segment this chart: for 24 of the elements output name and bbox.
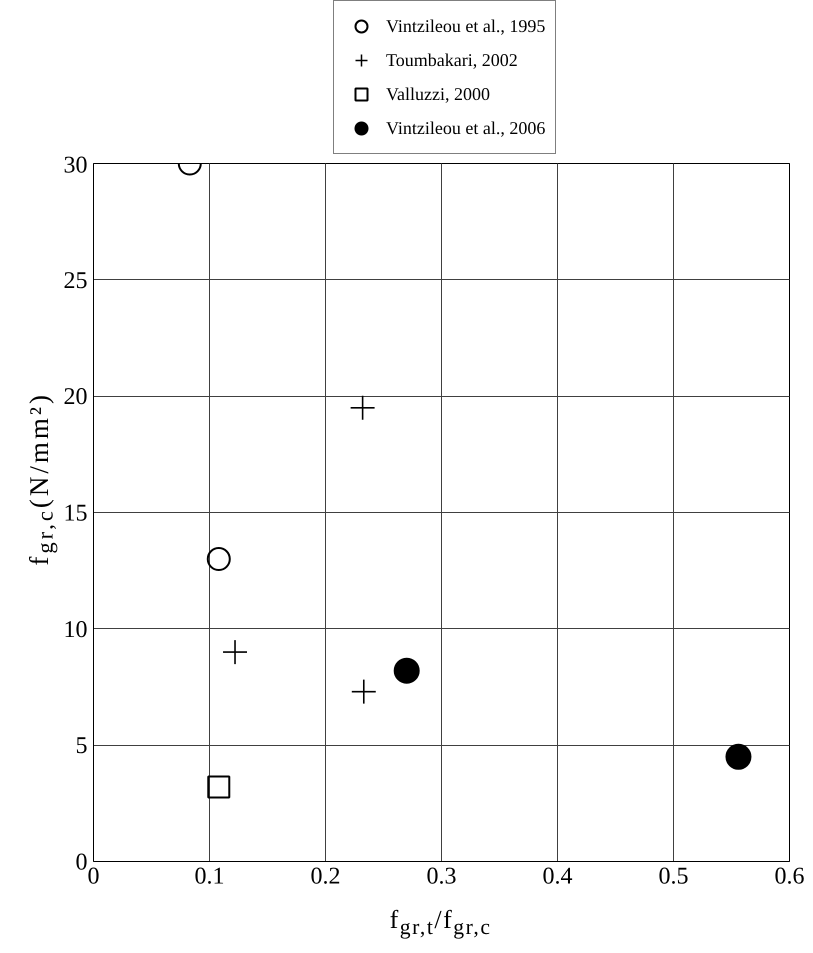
- point: [206, 547, 231, 572]
- x-axis-title: f$_{gr,t}$/f$_{gr,c}$: [388, 904, 492, 942]
- x-tick-label: 0.1: [194, 864, 224, 890]
- y-tick-label: 10: [64, 616, 88, 643]
- legend-label: Vintzileou et al., 1995: [386, 16, 546, 36]
- point: [725, 744, 752, 770]
- y-tick-label: 30: [64, 152, 88, 178]
- point: [223, 640, 248, 664]
- x-tick-label: 0.6: [774, 864, 804, 890]
- legend-label: Toumbakari, 2002: [386, 50, 518, 70]
- y-tick-label: 15: [64, 500, 88, 526]
- x-tick-label: 0.2: [310, 864, 340, 890]
- legend-label: Valluzzi, 2000: [386, 84, 490, 104]
- point: [394, 658, 420, 684]
- y-tick-label: 5: [76, 733, 88, 760]
- x-tick-label: 0.4: [542, 864, 572, 890]
- point: [350, 396, 375, 420]
- x-tick-label: 0.3: [426, 864, 456, 890]
- y-tick-label: 25: [64, 268, 88, 294]
- point: [207, 776, 230, 799]
- y-tick-label: 20: [64, 384, 88, 410]
- point: [352, 680, 376, 704]
- x-tick-label: 0.5: [658, 864, 688, 890]
- legend-label: Vintzileou et al., 2006: [386, 118, 546, 138]
